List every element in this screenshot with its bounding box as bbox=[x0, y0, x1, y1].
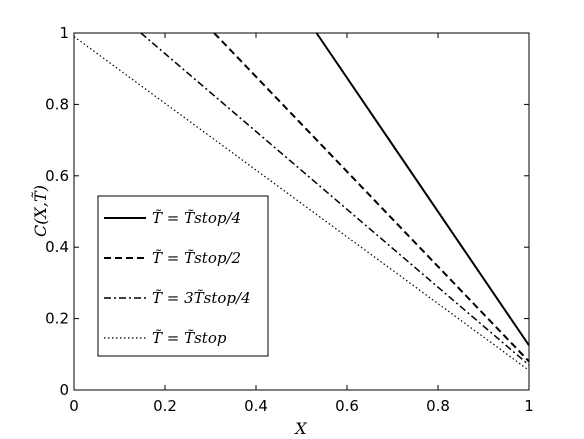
series-line-solid bbox=[315, 32, 530, 346]
x-tick-label: 0.8 bbox=[426, 397, 450, 415]
y-tick-label: 0.4 bbox=[45, 238, 69, 256]
legend-label: T̃ = T̃stop bbox=[152, 329, 227, 347]
y-tick-label: 0.2 bbox=[45, 310, 69, 328]
legend: T̃ = T̃stop/4 T̃ = T̃stop/2 T̃ = 3T̃stop/4… bbox=[97, 195, 269, 357]
series-line-dashed bbox=[213, 32, 530, 363]
legend-label: T̃ = T̃stop/4 bbox=[152, 209, 241, 227]
axis-ticks: 0 0.2 0.4 0.6 0.8 1 0 0.2 0.4 0.6 0.8 1 bbox=[45, 24, 534, 415]
legend-box bbox=[97, 195, 269, 357]
legend-label: T̃ = 3T̃stop/4 bbox=[152, 289, 251, 307]
y-tick-label: 0.8 bbox=[45, 95, 69, 113]
x-tick-label: 1 bbox=[524, 397, 534, 415]
x-tick-label: 0 bbox=[69, 397, 79, 415]
legend-label: T̃ = T̃stop/2 bbox=[152, 249, 241, 267]
y-tick-label: 1 bbox=[59, 24, 69, 42]
series-lines bbox=[73, 32, 530, 371]
y-tick-label: 0.6 bbox=[45, 167, 69, 185]
y-tick-label: 0 bbox=[59, 381, 69, 399]
series-line-dash-dot bbox=[140, 32, 530, 366]
y-axis-title: C(X,T̃) bbox=[31, 185, 50, 237]
x-tick-label: 0.4 bbox=[244, 397, 268, 415]
x-tick-label: 0.2 bbox=[153, 397, 177, 415]
x-tick-label: 0.6 bbox=[335, 397, 359, 415]
x-axis-title: X bbox=[293, 419, 307, 438]
